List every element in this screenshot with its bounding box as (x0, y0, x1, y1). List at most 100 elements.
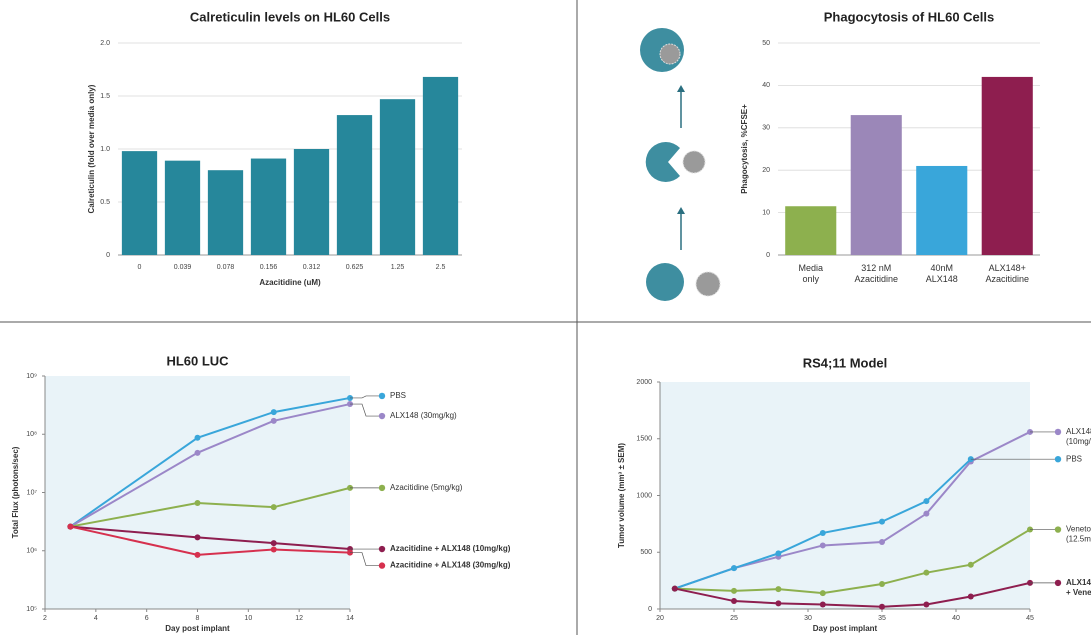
text-line: only (802, 274, 819, 284)
text-line: (12.5mg/kg) (1066, 535, 1091, 544)
legend-marker (378, 484, 386, 492)
y-axis-label: Phagocytosis, %CFSE+ (740, 104, 749, 194)
x-axis-label: Day post implant (813, 624, 878, 633)
series-line (70, 525, 351, 551)
text-line: Venetoclax (1066, 525, 1091, 534)
x-tick-label: 4 (94, 615, 98, 622)
bar (164, 160, 201, 255)
bar (336, 115, 373, 255)
text-line: ALX148 (1066, 427, 1091, 436)
y-tick-label: 500 (640, 549, 652, 556)
y-tick-label: 2000 (636, 379, 652, 386)
legend-connector (350, 403, 382, 417)
x-tick-label: 0.078 (217, 264, 235, 271)
chart-title: Calreticulin levels on HL60 Cells (190, 9, 390, 24)
cell (645, 142, 680, 182)
data-point (270, 417, 277, 424)
y-axis-label: Total Flux (photons/sec) (11, 446, 20, 538)
legend-marker (1054, 526, 1062, 533)
x-tick-label: 12 (295, 615, 303, 622)
y-axis-label: Tumor volume (mm³ ± SEM) (617, 443, 626, 548)
bar (250, 158, 287, 255)
data-point (194, 500, 201, 507)
legend-label: ALX148(10mg/kg) (1066, 427, 1091, 446)
text-line: ALX148+ (989, 263, 1026, 273)
data-point (731, 598, 737, 605)
legend-marker (378, 545, 386, 553)
x-tick-label: 40 (952, 615, 960, 622)
legend-label: Azacitidine (5mg/kg) (390, 483, 463, 492)
y-tick-label: 10⁵ (26, 606, 37, 613)
cell (646, 263, 684, 301)
text-line: Media (798, 263, 823, 273)
bar (293, 149, 330, 255)
x-tick-label: 0.039 (174, 264, 192, 271)
tumor-cell (682, 150, 706, 174)
y-tick-label: 10⁹ (26, 373, 37, 380)
text-line: 312 nM (861, 263, 891, 273)
data-point (270, 546, 277, 553)
x-tick-label: 0.625 (346, 264, 364, 271)
y-tick-label: 40 (762, 82, 770, 89)
tumor-cell (695, 271, 721, 297)
bar (422, 76, 459, 255)
data-point (819, 542, 826, 549)
y-axis-label: Calreticulin (fold over media only) (87, 84, 96, 213)
data-point (967, 561, 974, 568)
data-point (879, 518, 885, 525)
x-tick-label: 1.25 (391, 264, 405, 271)
data-point (819, 601, 826, 608)
x-tick-label: 0 (138, 264, 142, 271)
legend-label: Azacitidine + ALX148 (10mg/kg) (390, 544, 511, 553)
data-point (923, 498, 930, 505)
y-tick-label: 0 (106, 252, 110, 259)
text-line: Azacitidine (985, 274, 1029, 284)
plot-background (660, 382, 1030, 609)
legend-label: ALX148+ Venetoclax (1066, 578, 1091, 597)
arrow-head (677, 85, 685, 92)
cell-illustration (640, 28, 721, 301)
bar (981, 76, 1033, 255)
legend-label: PBS (1066, 454, 1082, 463)
legend-marker (378, 412, 386, 420)
data-point (923, 601, 930, 608)
y-tick-label: 0.5 (100, 199, 110, 206)
x-tick-label: Media only (798, 263, 823, 284)
x-tick-label: ALX148+ Azacitidine (985, 263, 1029, 284)
x-tick-label: 2 (43, 615, 47, 622)
x-tick-label: 0.312 (303, 264, 321, 271)
legend-marker (1054, 579, 1062, 587)
chart-title: Phagocytosis of HL60 Cells (824, 9, 995, 24)
data-point (270, 540, 277, 547)
x-axis-label: Azacitidine (uM) (259, 278, 321, 287)
data-point (775, 550, 782, 557)
arrow-head (677, 207, 685, 214)
text-line: 40nM (930, 263, 953, 273)
legend-connector (350, 552, 382, 566)
data-point (775, 600, 782, 607)
data-point (967, 593, 974, 600)
x-tick-label: 25 (730, 615, 738, 622)
text-line: ALX148 (1066, 578, 1091, 587)
data-point (194, 551, 201, 558)
bar (785, 206, 837, 255)
plot-background (45, 376, 350, 609)
legend-marker (378, 562, 386, 569)
legend-connector (350, 395, 382, 399)
x-tick-label: 20 (656, 615, 664, 622)
data-point (731, 587, 737, 594)
y-tick-label: 10 (762, 209, 770, 216)
data-point (819, 529, 826, 536)
data-point (879, 539, 885, 546)
data-point (67, 523, 74, 530)
bar (207, 170, 244, 255)
data-point (923, 510, 930, 517)
data-point (879, 603, 885, 610)
bar (379, 99, 416, 256)
chart-title: RS4;11 Model (803, 355, 888, 370)
y-tick-label: 0 (766, 252, 770, 259)
y-tick-label: 1.0 (100, 146, 110, 153)
x-tick-label: 6 (145, 615, 149, 622)
data-point (819, 590, 826, 597)
y-tick-label: 2.0 (100, 40, 110, 47)
